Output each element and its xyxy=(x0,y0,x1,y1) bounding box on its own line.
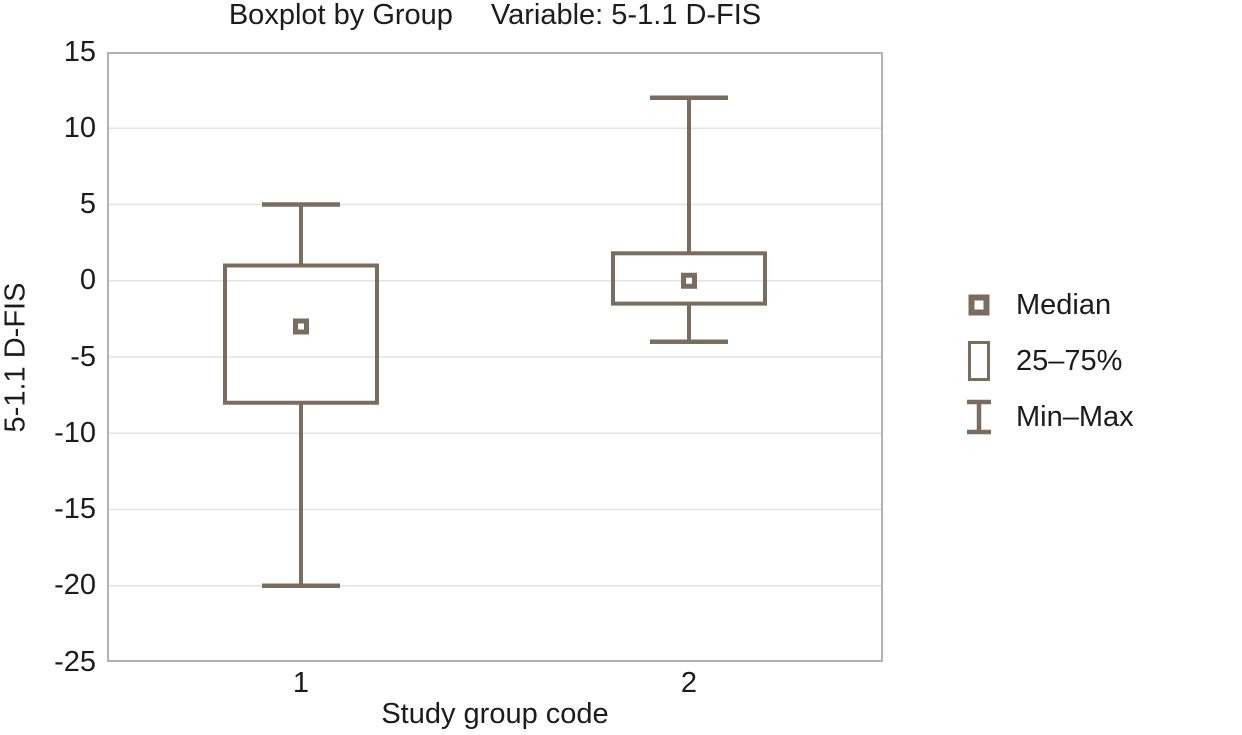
iqr-box xyxy=(611,251,767,306)
boxplot-group-2 xyxy=(611,95,767,344)
y-axis-ticks: 15 10 5 0 -5 -10 -15 -20 -25 xyxy=(0,37,96,676)
chart-title: Boxplot by Group Variable: 5-1.1 D-FIS xyxy=(107,0,883,33)
median-square-icon xyxy=(962,283,996,327)
legend-item-minmax: Min–Max xyxy=(962,389,1134,445)
y-tick-label-10: 10 xyxy=(63,111,96,144)
median-marker xyxy=(681,272,697,289)
iqr-box xyxy=(223,263,379,405)
x-tick-label-2: 2 xyxy=(680,667,698,699)
y-tick-label--25: -25 xyxy=(54,645,96,678)
y-tick-label-15: 15 xyxy=(63,35,96,68)
legend-label-median: Median xyxy=(1016,288,1112,321)
iqr-box-icon xyxy=(962,339,996,383)
x-tick-label-1: 1 xyxy=(292,667,310,699)
plot-frame xyxy=(107,52,883,662)
chart-title-variable: Variable: 5-1.1 D-FIS xyxy=(490,0,762,31)
legend-label-iqr: 25–75% xyxy=(1016,344,1123,377)
y-tick-label--10: -10 xyxy=(54,416,96,449)
legend: Median 25–75% Min–Max xyxy=(962,277,1134,445)
y-tick-label--15: -15 xyxy=(54,493,96,525)
median-marker xyxy=(293,318,309,335)
y-tick-label-5: 5 xyxy=(79,188,96,220)
legend-item-iqr: 25–75% xyxy=(962,333,1134,389)
x-axis-label: Study group code xyxy=(381,698,609,730)
min-max-whisker-icon xyxy=(962,395,996,439)
legend-item-median: Median xyxy=(962,277,1134,333)
y-tick-label--20: -20 xyxy=(54,569,96,602)
boxplot-svg xyxy=(107,52,883,662)
chart-title-main: Boxplot by Group xyxy=(228,0,453,31)
boxplot-group-1 xyxy=(223,202,379,588)
y-tick-label-0: 0 xyxy=(79,264,96,297)
plot-area xyxy=(107,52,883,662)
legend-label-minmax: Min–Max xyxy=(1016,400,1134,433)
y-tick-label--5: -5 xyxy=(70,340,96,373)
